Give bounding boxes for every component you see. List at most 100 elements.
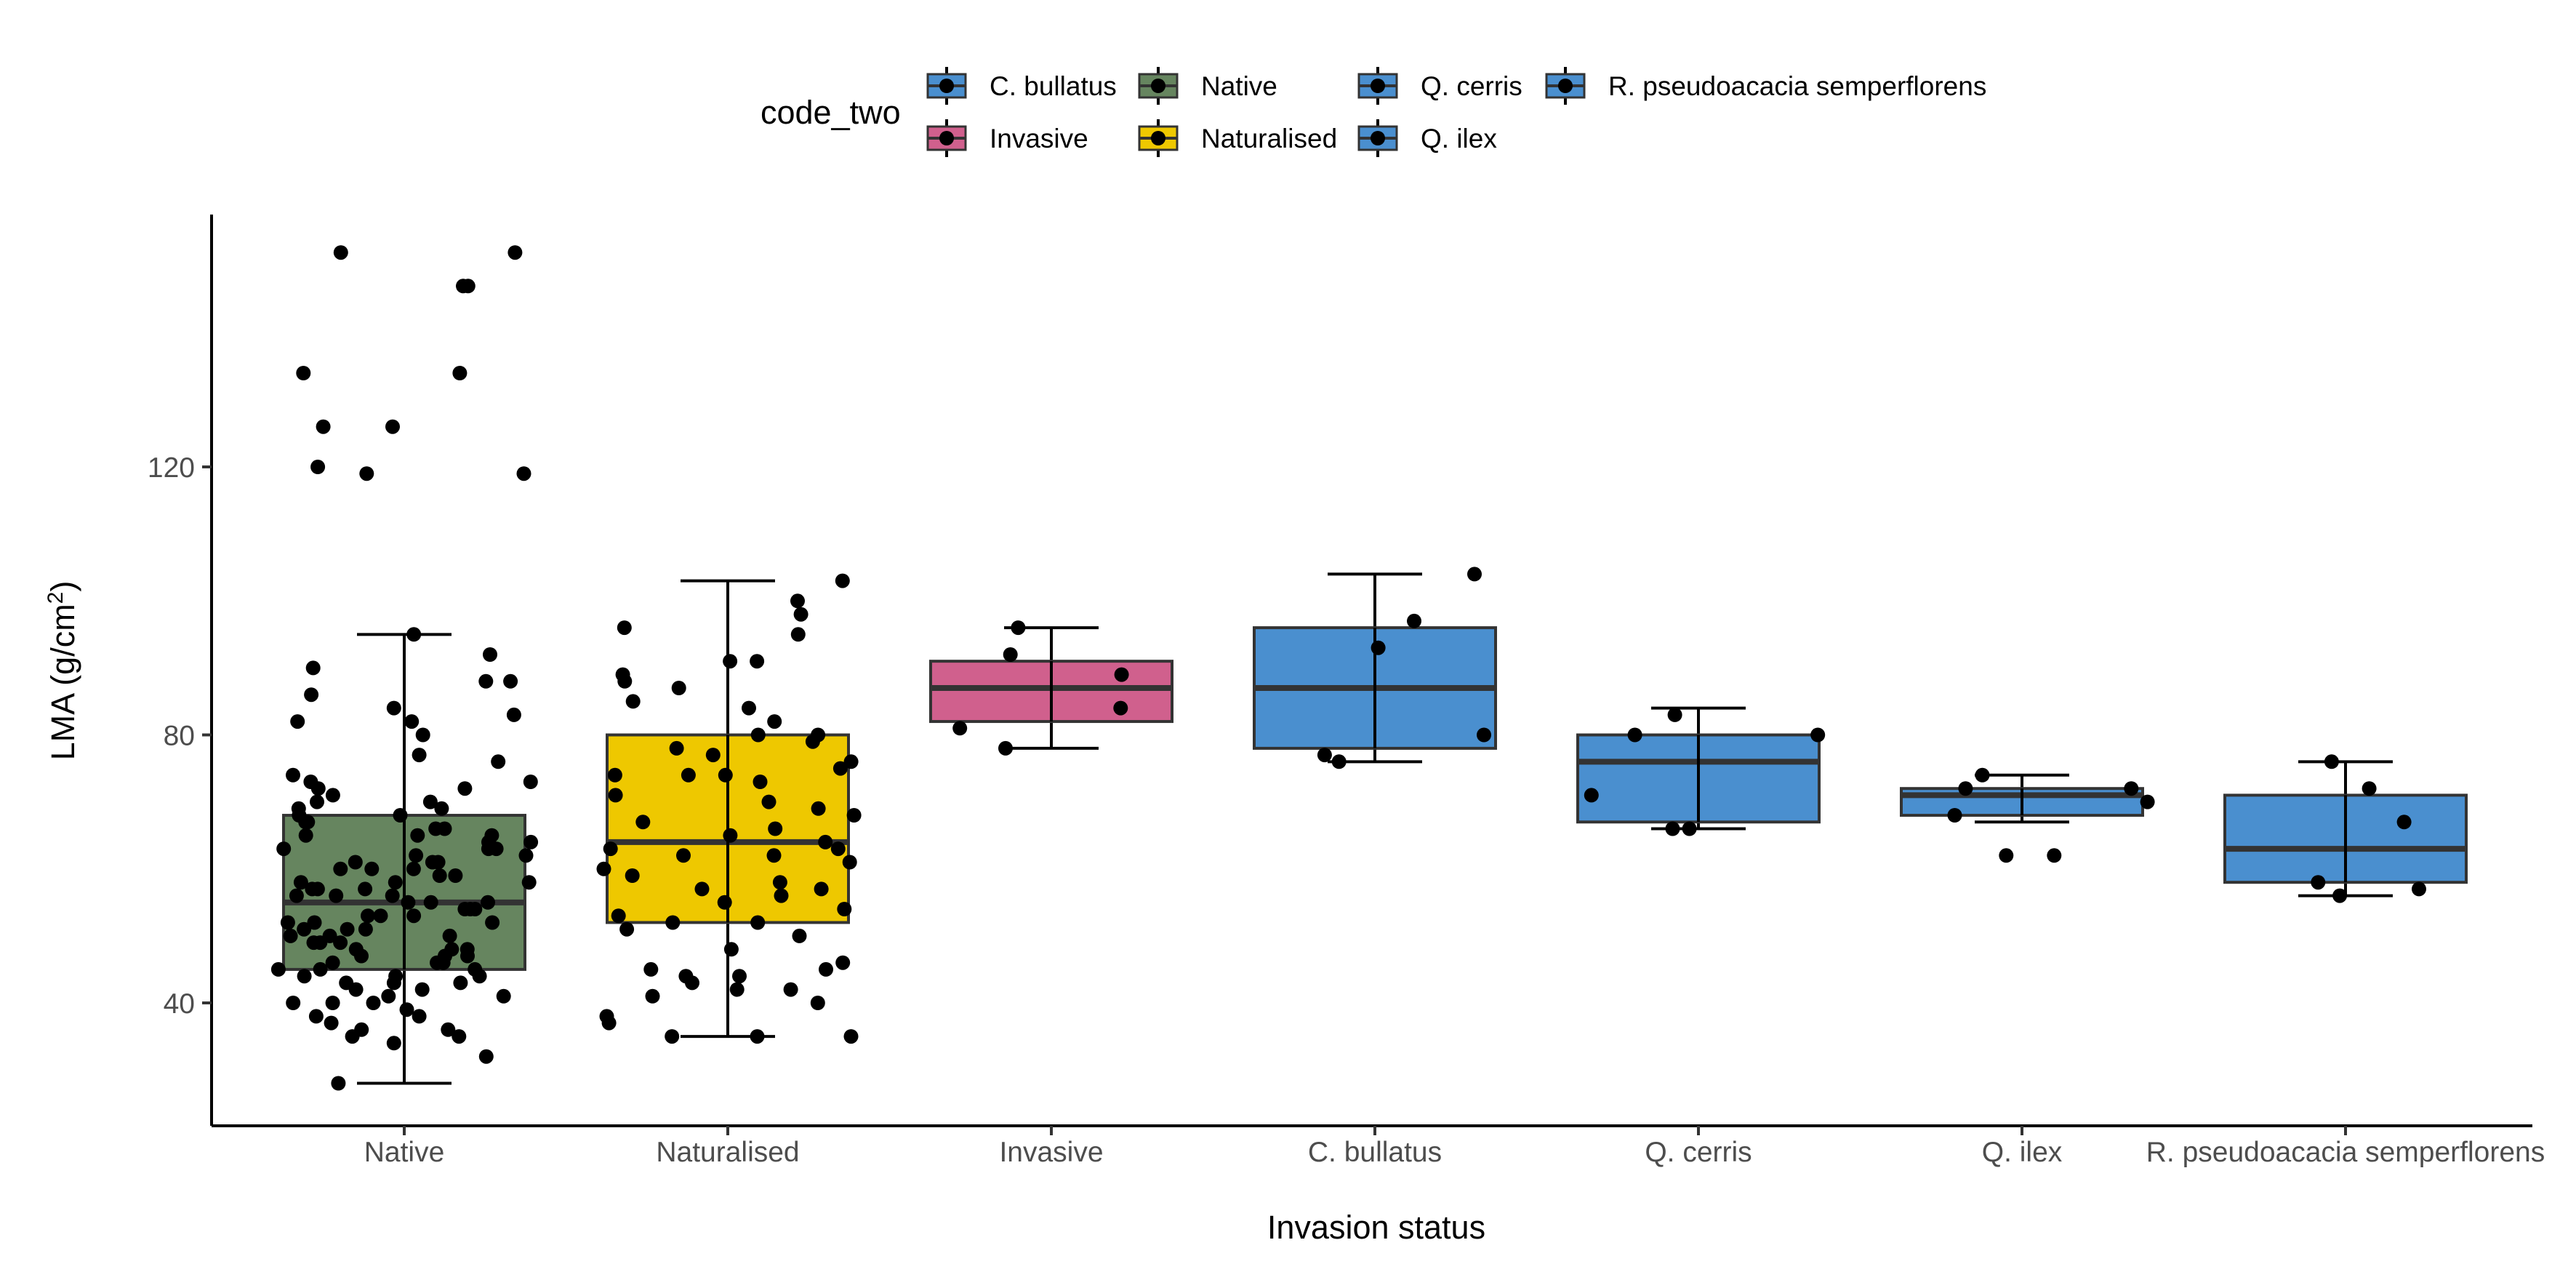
data-point [401, 895, 416, 910]
data-point [406, 908, 422, 924]
y-axis-title-main: LMA (g/cm [44, 604, 81, 760]
data-point [1958, 781, 1973, 796]
data-point [1999, 848, 2014, 863]
data-point [308, 1009, 324, 1024]
data-point [1331, 754, 1347, 769]
data-point [1627, 727, 1642, 743]
data-point [1114, 667, 1129, 682]
data-point [717, 895, 732, 910]
axes: 40 80 120 Native Naturalised Invasive C. bull… [148, 215, 2545, 1168]
data-point [1371, 640, 1386, 655]
data-point [750, 654, 765, 669]
y-tick-label: 40 [164, 988, 195, 1020]
data-point [645, 988, 660, 1004]
data-point [296, 366, 311, 380]
data-point [617, 620, 632, 636]
data-point [705, 748, 721, 763]
data-point [518, 848, 534, 863]
data-point [750, 727, 766, 743]
data-point [385, 888, 400, 903]
data-point [2324, 754, 2339, 769]
data-point [669, 740, 684, 756]
data-point [291, 801, 306, 816]
data-point [452, 366, 468, 380]
x-tick-label-naturalised: Naturalised [656, 1137, 799, 1168]
data-point [293, 875, 308, 890]
data-point [456, 279, 470, 294]
data-point [316, 419, 331, 434]
data-point [2332, 888, 2348, 903]
legend-entries: C. bullatus Invasive Native Naturalised Q. c… [926, 67, 1986, 157]
data-point [1947, 808, 1962, 823]
data-point [412, 1009, 427, 1024]
data-point [608, 788, 623, 803]
data-point [790, 593, 805, 609]
legend-label: C. bullatus [990, 71, 1117, 101]
data-point [615, 667, 630, 682]
data-point [406, 861, 421, 876]
data-point [385, 419, 400, 434]
data-point [681, 767, 696, 783]
data-point [348, 942, 364, 957]
data-point [468, 961, 483, 977]
data-point [837, 902, 852, 916]
box-invasive [929, 626, 1173, 750]
data-point [1113, 700, 1128, 716]
data-point [289, 888, 304, 903]
data-point [1667, 707, 1682, 722]
data-point [625, 694, 641, 709]
data-point [742, 700, 756, 716]
data-point [406, 627, 422, 642]
data-point [286, 767, 300, 783]
data-point [491, 754, 506, 769]
data-point [452, 1029, 467, 1044]
legend-label: Q. cerris [1421, 71, 1522, 101]
data-point [843, 1029, 859, 1044]
legend-label: Invasive [990, 124, 1088, 153]
data-point [835, 573, 850, 588]
data-point [457, 781, 473, 796]
data-point [388, 969, 404, 984]
data-point [603, 841, 618, 857]
x-tick-label-r-pseudoacacia-semperflorens: R. pseudoacacia semperflorens [2146, 1137, 2545, 1168]
data-point [843, 754, 859, 769]
data-point [1975, 767, 1990, 783]
data-point [643, 961, 659, 977]
data-point [329, 888, 344, 903]
data-point [732, 969, 747, 984]
data-point [1665, 821, 1680, 836]
data-point [790, 627, 806, 642]
data-point [410, 828, 425, 843]
data-point [723, 942, 739, 957]
legend-item-q-ilex: Q. ilex [1357, 119, 1497, 157]
data-point [811, 727, 826, 743]
y-tick-label: 120 [148, 452, 195, 484]
data-point [422, 794, 438, 809]
data-point [457, 902, 473, 916]
data-point [364, 861, 380, 876]
data-point [516, 466, 531, 481]
data-point [766, 848, 782, 863]
data-point [333, 861, 348, 876]
legend-key-point [1558, 79, 1573, 93]
data-point [596, 861, 611, 876]
data-point [313, 961, 328, 977]
data-point [723, 654, 738, 669]
legend-item-r-pseudoacacia-semperflorens: R. pseudoacacia semperflorens [1545, 67, 1986, 105]
data-point [814, 881, 829, 897]
legend-key-point [1151, 79, 1165, 93]
legend-item-q-cerris: Q. cerris [1357, 67, 1522, 105]
data-point [2362, 781, 2377, 796]
legend-key-point [939, 79, 954, 93]
data-point [441, 1022, 456, 1037]
data-point [386, 1036, 401, 1051]
legend-item-native: Native [1138, 67, 1277, 105]
legend-key-point [1371, 79, 1385, 93]
data-point [952, 721, 968, 736]
data-point [399, 1002, 414, 1017]
data-point [325, 955, 340, 970]
data-point [2047, 848, 2062, 863]
data-point [434, 801, 449, 816]
data-point [729, 982, 745, 997]
data-point [481, 895, 495, 910]
